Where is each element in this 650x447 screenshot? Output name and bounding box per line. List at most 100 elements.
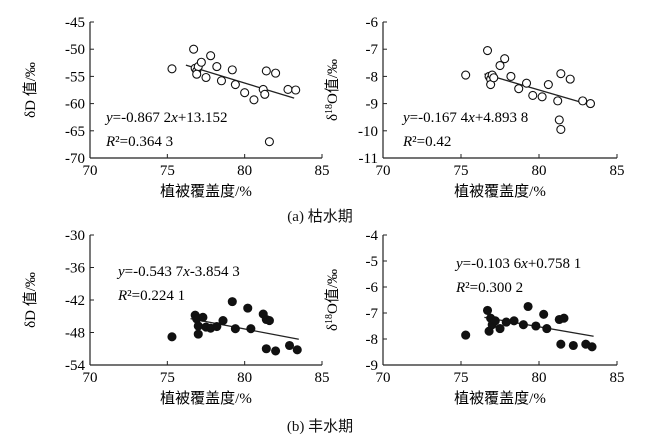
- trend-line: [484, 73, 594, 107]
- data-point: [537, 92, 547, 102]
- y-axis-label: δD 值/‰: [22, 62, 39, 118]
- y-tick-label: -65: [65, 124, 85, 140]
- data-point: [509, 316, 519, 326]
- data-point: [489, 73, 499, 83]
- data-point: [230, 80, 240, 90]
- data-point: [261, 66, 271, 76]
- data-point: [490, 316, 500, 326]
- regression-equation: y=-0.543 7x-3.854 3: [116, 264, 240, 280]
- r-squared-label: R²=0.224 1: [117, 288, 185, 304]
- data-point: [167, 332, 177, 342]
- x-tick-label: 85: [315, 163, 330, 179]
- data-point: [212, 321, 222, 332]
- data-point: [192, 69, 202, 79]
- r-squared-label: R²=0.300 2: [455, 280, 523, 296]
- data-point: [189, 44, 199, 54]
- y-tick-label: -36: [65, 261, 85, 277]
- x-tick-label: 75: [160, 370, 175, 386]
- data-point: [284, 340, 295, 351]
- y-tick-label: -6: [366, 280, 379, 296]
- caption-a: (a) 枯水期: [287, 209, 353, 225]
- data-point: [543, 80, 553, 90]
- data-point: [240, 88, 250, 98]
- data-point: [501, 317, 511, 327]
- x-tick-label: 70: [376, 163, 391, 179]
- data-point: [193, 321, 203, 331]
- data-point: [271, 68, 281, 78]
- x-tick-label: 75: [160, 163, 175, 179]
- data-point: [553, 96, 563, 106]
- data-point: [218, 316, 228, 326]
- data-point: [587, 342, 597, 352]
- data-point: [482, 46, 493, 56]
- x-tick-label: 75: [454, 370, 469, 386]
- data-point: [291, 85, 301, 95]
- x-tick-label: 80: [237, 163, 252, 179]
- data-point: [523, 301, 533, 312]
- data-point: [539, 309, 549, 319]
- data-point: [556, 124, 566, 134]
- data-point: [500, 54, 510, 64]
- x-tick-label: 70: [376, 370, 391, 386]
- data-point: [246, 324, 256, 334]
- y-tick-label: -70: [65, 151, 85, 167]
- y-tick-label: -7: [366, 306, 379, 322]
- data-point: [206, 51, 216, 61]
- x-axis-label: 植被覆盖度/%: [160, 390, 252, 407]
- y-tick-label: -9: [366, 358, 379, 374]
- trend-line: [190, 318, 299, 340]
- data-point: [271, 346, 281, 356]
- data-point: [565, 74, 575, 84]
- trend-line: [185, 64, 295, 99]
- y-tick-label: -55: [65, 69, 85, 85]
- data-point: [196, 57, 206, 67]
- x-tick-label: 80: [237, 370, 252, 386]
- y-tick-label: -45: [65, 15, 85, 31]
- regression-equation: y=-0.867 2x+13.152: [104, 110, 228, 126]
- r-squared-label: R²=0.364 3: [105, 134, 173, 150]
- data-point: [243, 303, 253, 313]
- data-point: [260, 89, 270, 99]
- x-axis-label: 植被覆盖度/%: [454, 183, 546, 200]
- x-tick-label: 80: [532, 370, 547, 386]
- data-point: [559, 313, 569, 323]
- x-tick-label: 85: [610, 163, 625, 179]
- data-point: [542, 324, 552, 334]
- y-tick-label: -8: [366, 69, 379, 85]
- data-point: [193, 329, 203, 339]
- data-point: [212, 62, 222, 72]
- data-point: [198, 312, 208, 322]
- y-tick-label: -8: [366, 332, 379, 348]
- x-tick-label: 80: [532, 163, 547, 179]
- data-point: [482, 305, 493, 315]
- x-axis-label: 植被覆盖度/%: [160, 183, 252, 200]
- y-tick-label: -48: [65, 326, 85, 342]
- y-tick-label: -7: [366, 42, 379, 58]
- r-squared-label: R²=0.42: [402, 134, 451, 150]
- data-point: [201, 72, 211, 83]
- data-point: [556, 339, 566, 349]
- data-point: [568, 340, 578, 351]
- data-point: [528, 90, 538, 100]
- data-point: [264, 316, 274, 326]
- data-point: [585, 99, 596, 109]
- y-tick-label: -5: [366, 254, 379, 270]
- y-tick-label: -60: [65, 97, 85, 113]
- x-tick-label: 85: [610, 370, 625, 386]
- data-point: [264, 137, 274, 147]
- x-tick-label: 75: [454, 163, 469, 179]
- data-point: [578, 96, 588, 106]
- y-tick-label: -4: [366, 228, 379, 244]
- regression-equation: y=-0.103 6x+0.758 1: [454, 256, 581, 272]
- data-point: [518, 320, 528, 330]
- data-point: [283, 84, 293, 95]
- x-tick-label: 85: [315, 370, 330, 386]
- data-point: [292, 345, 302, 355]
- data-point: [495, 60, 505, 71]
- y-tick-label: -6: [366, 15, 379, 31]
- data-point: [261, 344, 271, 354]
